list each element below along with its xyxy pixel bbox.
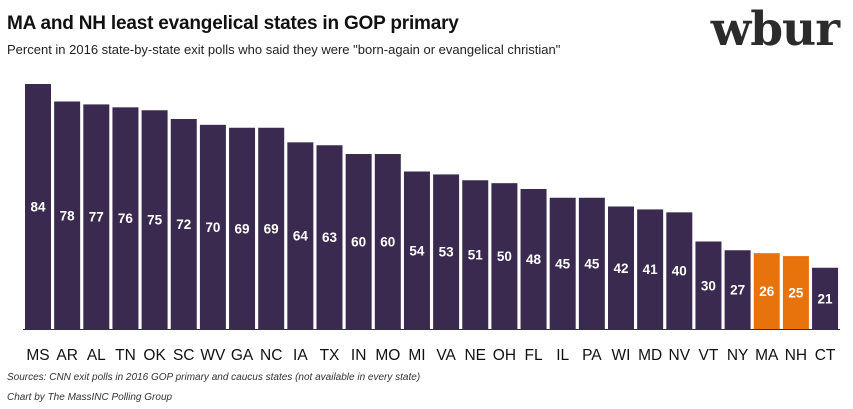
x-tick-fl: FL [525, 347, 543, 364]
chart-credit: Chart by The MassINC Polling Group [7, 392, 173, 403]
x-tick-ar: AR [56, 347, 78, 364]
x-tick-il: IL [556, 347, 569, 364]
bar-wv [199, 124, 226, 329]
bar-ct [812, 267, 839, 329]
bar-ms [25, 84, 51, 329]
data-label-fl: 48 [526, 252, 542, 267]
data-label-nc: 69 [264, 221, 279, 236]
data-label-tx: 63 [322, 230, 338, 245]
data-label-ms: 84 [30, 200, 46, 215]
x-tick-al: AL [87, 347, 106, 364]
x-tick-in: IN [351, 347, 367, 364]
bar-ga [229, 127, 256, 329]
x-tick-nv: NV [669, 347, 691, 364]
bar-nv [666, 212, 693, 329]
bar-ne [462, 180, 489, 329]
bar-wi [608, 206, 634, 329]
bar-sc [170, 119, 197, 329]
bar-il [549, 197, 576, 329]
x-tick-oh: OH [493, 347, 516, 364]
x-tick-vt: VT [699, 347, 719, 364]
bar-va [433, 174, 460, 329]
bar-ia [287, 142, 314, 329]
data-label-vt: 30 [701, 278, 716, 293]
data-label-va: 53 [439, 245, 455, 260]
data-label-ok: 75 [147, 213, 163, 228]
x-tick-pa: PA [582, 347, 602, 364]
data-label-nh: 25 [788, 286, 804, 301]
bar-fl [520, 189, 547, 329]
x-tick-ga: GA [231, 347, 254, 364]
data-label-ma: 26 [759, 284, 775, 299]
data-label-in: 60 [351, 235, 366, 250]
data-label-tn: 76 [118, 211, 134, 226]
x-tick-sc: SC [173, 347, 195, 364]
x-tick-ct: CT [815, 347, 836, 364]
bar-mo [374, 154, 401, 329]
x-tick-wv: WV [200, 347, 226, 364]
data-label-il: 45 [555, 256, 571, 271]
data-label-md: 41 [643, 262, 659, 277]
bar-in [345, 154, 372, 329]
chart-subtitle: Percent in 2016 state-by-state exit poll… [7, 42, 561, 57]
data-label-pa: 45 [584, 256, 600, 271]
bar-mi [403, 171, 430, 329]
x-tick-ok: OK [143, 347, 166, 364]
bar-ar [54, 101, 81, 329]
x-tick-wi: WI [612, 347, 631, 364]
data-label-ga: 69 [235, 221, 250, 236]
data-label-wi: 42 [613, 261, 628, 276]
x-tick-ny: NY [727, 347, 749, 364]
data-label-ny: 27 [730, 283, 745, 298]
x-tick-nc: NC [260, 347, 282, 364]
source-note: Sources: CNN exit polls in 2016 GOP prim… [7, 372, 421, 383]
x-tick-ne: NE [464, 347, 486, 364]
bar-nh [782, 256, 809, 329]
data-label-ne: 51 [468, 248, 484, 263]
bar-al [83, 104, 110, 329]
bar-pa [578, 197, 605, 329]
data-label-sc: 72 [176, 217, 191, 232]
data-label-wv: 70 [205, 220, 220, 235]
wbur-logo: wbur [710, 2, 840, 57]
x-tick-va: VA [436, 347, 456, 364]
x-tick-ia: IA [293, 347, 308, 364]
data-label-mo: 60 [380, 235, 395, 250]
bar-nc [258, 127, 285, 329]
x-tick-nh: NH [785, 347, 807, 364]
bar-ok [141, 110, 168, 329]
bar-ma [753, 253, 780, 329]
bar-vt [695, 241, 722, 329]
data-label-ct: 21 [818, 291, 834, 306]
data-label-al: 77 [89, 210, 104, 225]
x-tick-ma: MA [755, 347, 779, 364]
x-tick-md: MD [638, 347, 662, 364]
chart-title: MA and NH least evangelical states in GO… [7, 13, 459, 34]
bar-ny [724, 250, 751, 329]
bar-md [637, 209, 664, 329]
x-tick-mi: MI [408, 347, 425, 364]
x-tick-tx: TX [320, 347, 340, 364]
x-tick-ms: MS [26, 347, 49, 364]
bar-tx [316, 145, 343, 329]
x-tick-mo: MO [375, 347, 400, 364]
data-label-oh: 50 [497, 249, 512, 264]
bar-oh [491, 183, 518, 329]
x-tick-tn: TN [115, 347, 136, 364]
data-label-ar: 78 [60, 208, 76, 223]
bar-tn [112, 107, 139, 329]
data-label-mi: 54 [409, 243, 425, 258]
data-label-nv: 40 [672, 264, 687, 279]
data-label-ia: 64 [293, 229, 309, 244]
